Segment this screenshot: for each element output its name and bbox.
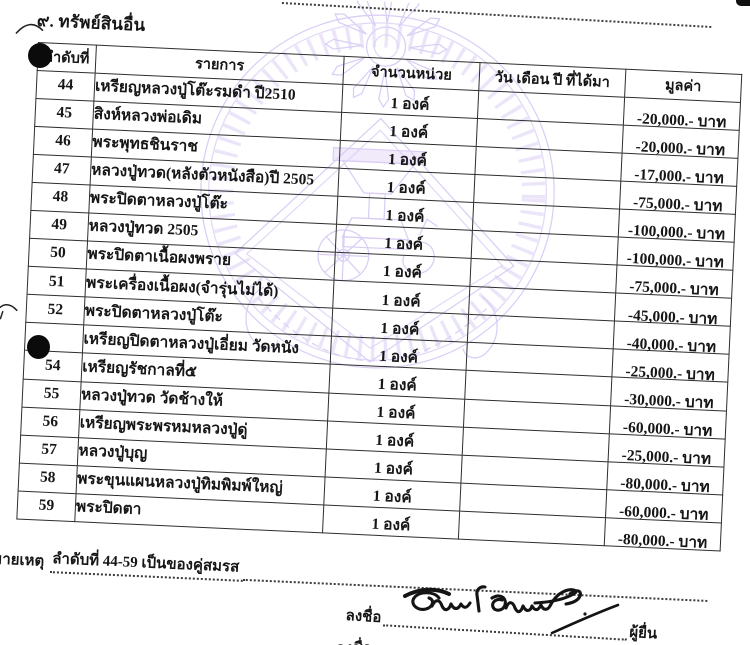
section-title: ๙. ทรัพย์สินอื่น: [36, 10, 146, 35]
cell-no: 59: [16, 490, 77, 522]
cell-no: 55: [21, 378, 82, 410]
cell-no: 49: [29, 210, 89, 242]
thai-official-seal-watermark-icon: [200, 0, 555, 369]
cell-value: -20,000.- บาท: [623, 96, 741, 131]
cell-no: 44: [35, 69, 96, 101]
handwritten-signature-icon: [403, 585, 620, 635]
handwritten-curve-mark-icon: [15, 23, 44, 34]
cell-no: 56: [20, 406, 80, 438]
assets-table: ลำดับที่ รายการ จำนวนหน่วย วัน เดือน ปี …: [16, 42, 742, 552]
cell-no: 45: [34, 98, 94, 129]
next-sign-label-partial: ลงชื่อ: [336, 636, 372, 645]
note-label: หมายเหตุ: [0, 551, 45, 570]
cell-no: 58: [18, 462, 78, 494]
cell-date: [458, 511, 606, 546]
cell-no: 51: [27, 266, 87, 298]
sign-label: ลงชื่อ: [345, 608, 382, 627]
note-text: ลำดับที่ 44-59 เป็นของคู่สมรส: [49, 546, 244, 582]
redaction-dot-icon: [28, 43, 52, 68]
cell-no: 57: [19, 434, 79, 466]
cell-units: 1 องค์: [322, 504, 460, 540]
cell-no: 50: [28, 238, 88, 270]
redaction-dot-icon: [27, 335, 50, 359]
cell-no: 52: [25, 294, 85, 326]
scan-corner-mark: [736, 0, 750, 6]
handwritten-curve-mark-icon: [0, 304, 18, 320]
cell-no: 48: [30, 182, 91, 213]
cell-no: 47: [32, 154, 92, 185]
table-body: 44 เหรียญหลวงปู่โต๊ะรมดำ ปี2510 1 องค์ -…: [16, 69, 741, 552]
cell-no: 46: [33, 126, 93, 157]
